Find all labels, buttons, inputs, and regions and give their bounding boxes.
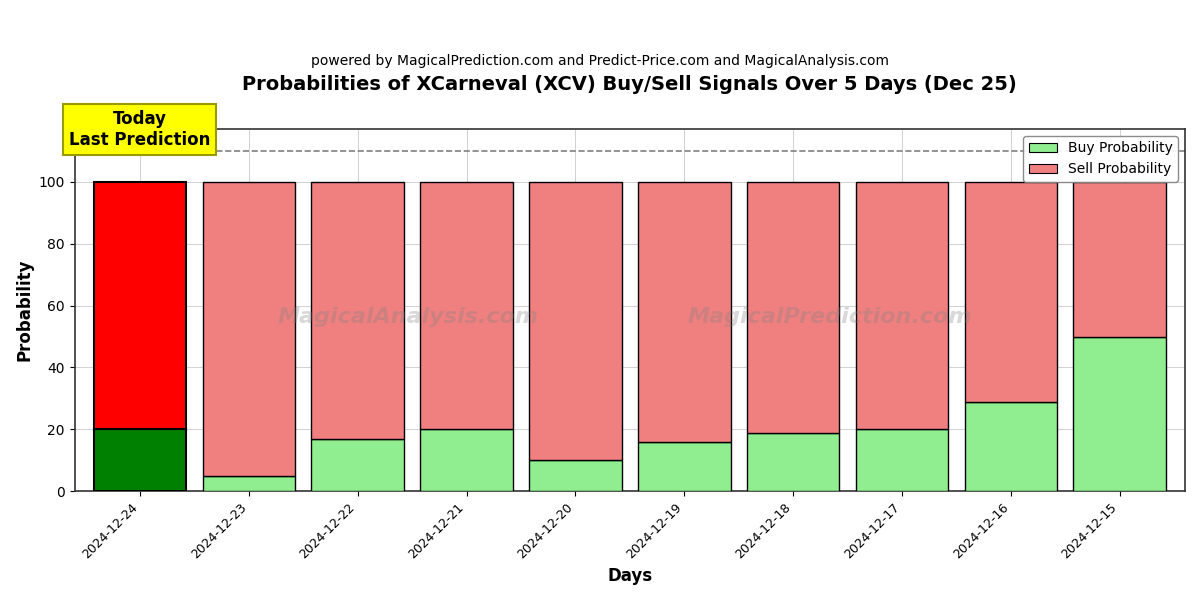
Legend: Buy Probability, Sell Probability: Buy Probability, Sell Probability — [1024, 136, 1178, 182]
Bar — [856, 430, 948, 491]
Bar — [312, 439, 404, 491]
Text: MagicalAnalysis.com: MagicalAnalysis.com — [277, 307, 539, 328]
Bar — [420, 430, 512, 491]
Text: Today
Last Prediction: Today Last Prediction — [70, 110, 211, 149]
Bar — [638, 442, 731, 491]
X-axis label: Days: Days — [607, 567, 653, 585]
Bar — [746, 182, 839, 433]
Bar — [420, 182, 512, 430]
Text: MagicalPrediction.com: MagicalPrediction.com — [688, 307, 972, 328]
Text: powered by MagicalPrediction.com and Predict-Price.com and MagicalAnalysis.com: powered by MagicalPrediction.com and Pre… — [311, 54, 889, 68]
Bar — [965, 182, 1057, 401]
Bar — [94, 430, 186, 491]
Bar — [965, 401, 1057, 491]
Bar — [203, 476, 295, 491]
Bar — [529, 182, 622, 460]
Bar — [312, 182, 404, 439]
Title: Probabilities of XCarneval (XCV) Buy/Sell Signals Over 5 Days (Dec 25): Probabilities of XCarneval (XCV) Buy/Sel… — [242, 75, 1018, 94]
Bar — [1074, 182, 1166, 337]
Bar — [638, 182, 731, 442]
Bar — [529, 460, 622, 491]
Bar — [203, 182, 295, 476]
Bar — [1074, 337, 1166, 491]
Bar — [94, 182, 186, 430]
Bar — [746, 433, 839, 491]
Y-axis label: Probability: Probability — [16, 259, 34, 361]
Bar — [856, 182, 948, 430]
